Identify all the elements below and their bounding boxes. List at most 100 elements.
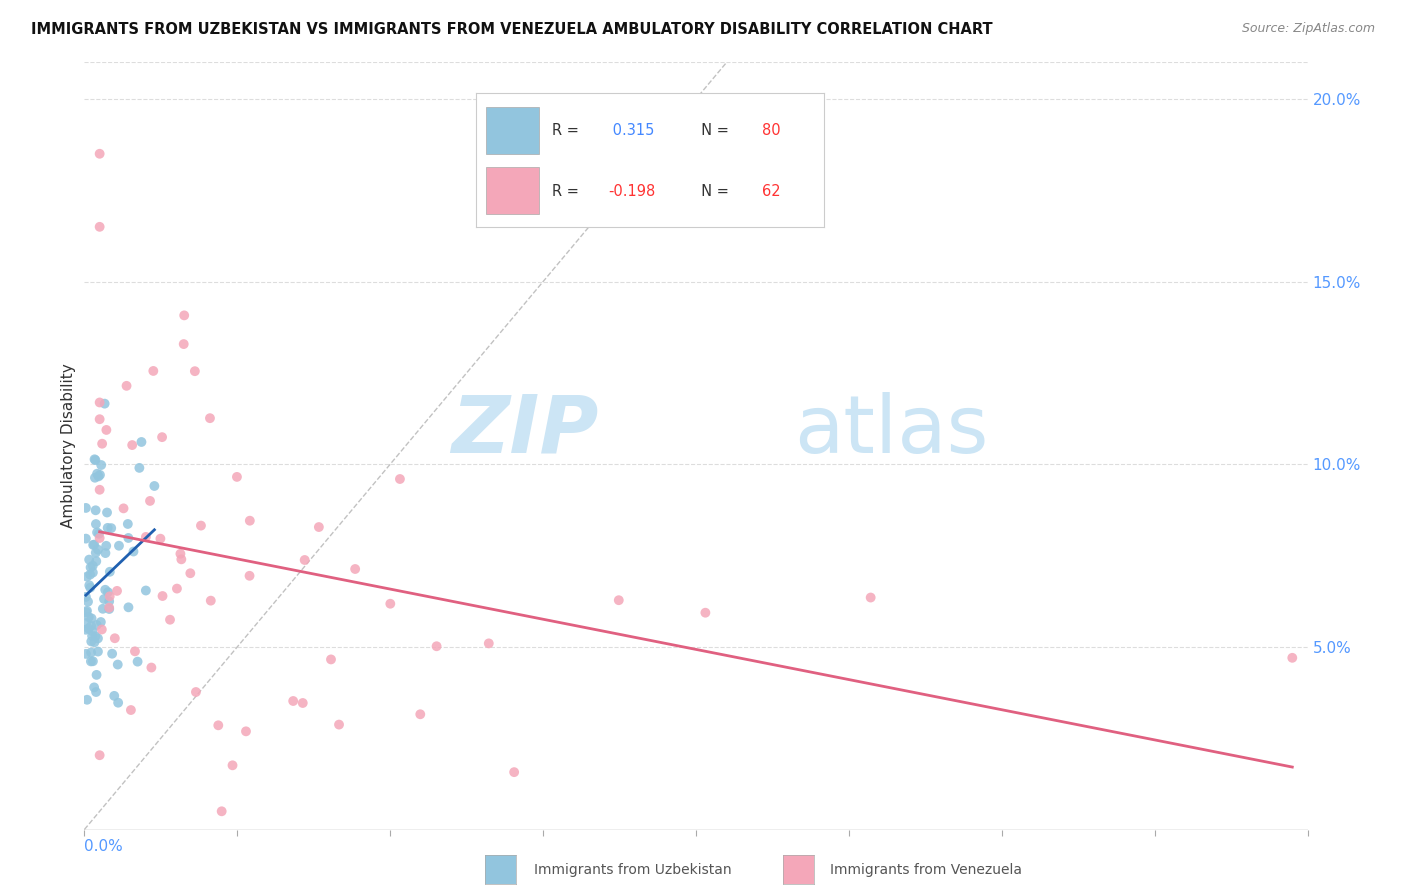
Point: [89, 395, 111, 409]
Point: [169, 547, 191, 561]
Point: [121, 438, 143, 452]
Point: [75, 605, 97, 619]
Point: [97, 585, 120, 599]
Point: [84, 554, 107, 568]
Point: [98, 594, 121, 608]
Point: [96, 539, 118, 553]
Point: [135, 530, 157, 544]
Point: [98, 590, 121, 604]
Point: [104, 632, 127, 646]
Point: [344, 562, 367, 576]
Point: [82, 558, 104, 573]
Point: [139, 494, 162, 508]
Point: [607, 593, 630, 607]
Point: [77, 595, 100, 609]
Point: [84, 517, 107, 532]
Point: [239, 514, 262, 528]
Point: [76, 604, 98, 618]
Text: IMMIGRANTS FROM UZBEKISTAN VS IMMIGRANTS FROM VENEZUELA AMBULATORY DISABILITY CO: IMMIGRANTS FROM UZBEKISTAN VS IMMIGRANTS…: [31, 22, 993, 37]
Point: [380, 597, 402, 611]
Point: [117, 516, 139, 531]
Point: [131, 434, 153, 449]
Point: [173, 309, 195, 323]
Point: [91, 436, 114, 450]
Point: [166, 582, 188, 596]
Point: [503, 765, 526, 780]
Point: [77, 610, 100, 624]
Point: [127, 655, 149, 669]
Point: [207, 718, 229, 732]
Point: [75, 616, 97, 631]
Text: Immigrants from Uzbekistan: Immigrants from Uzbekistan: [534, 863, 733, 877]
Point: [84, 629, 107, 643]
Point: [76, 692, 98, 706]
Point: [75, 500, 97, 515]
Point: [96, 423, 118, 437]
Point: [83, 538, 105, 552]
Point: [80, 619, 103, 633]
Point: [76, 569, 98, 583]
Point: [308, 520, 330, 534]
Point: [75, 532, 97, 546]
Point: [89, 412, 111, 426]
Point: [319, 652, 342, 666]
Point: [159, 613, 181, 627]
Point: [122, 544, 145, 558]
Point: [328, 717, 350, 731]
Point: [87, 632, 110, 646]
Point: [150, 430, 173, 444]
Point: [89, 531, 111, 545]
Point: [80, 611, 103, 625]
Point: [93, 397, 115, 411]
Point: [128, 461, 150, 475]
Point: [142, 364, 165, 378]
Point: [80, 654, 103, 668]
Point: [93, 592, 115, 607]
Point: [101, 647, 124, 661]
Point: [75, 623, 97, 637]
Point: [87, 469, 110, 483]
Point: [98, 602, 121, 616]
Point: [86, 668, 108, 682]
Point: [695, 606, 717, 620]
Point: [80, 634, 103, 648]
Point: [235, 724, 257, 739]
Point: [75, 647, 97, 661]
Point: [141, 660, 163, 674]
Point: [82, 566, 104, 580]
Point: [80, 629, 103, 643]
Point: [291, 696, 314, 710]
Point: [91, 602, 114, 616]
Point: [83, 635, 105, 649]
Point: [83, 681, 105, 695]
Point: [90, 615, 112, 629]
Point: [86, 467, 108, 481]
Point: [115, 379, 138, 393]
Point: [77, 552, 100, 566]
Point: [75, 590, 97, 604]
Point: [478, 636, 501, 650]
Point: [84, 685, 107, 699]
Point: [84, 471, 107, 485]
Point: [84, 453, 107, 467]
Point: [87, 526, 110, 541]
Point: [86, 525, 108, 540]
Point: [211, 805, 233, 819]
Point: [98, 600, 121, 615]
Point: [98, 565, 121, 579]
Text: Source: ZipAtlas.com: Source: ZipAtlas.com: [1241, 22, 1375, 36]
Point: [83, 452, 105, 467]
Text: atlas: atlas: [794, 392, 988, 470]
Point: [135, 583, 157, 598]
Point: [859, 591, 882, 605]
Point: [200, 593, 222, 607]
Point: [107, 657, 129, 672]
Point: [86, 618, 108, 632]
Point: [173, 337, 195, 351]
Point: [1281, 650, 1303, 665]
Point: [409, 707, 432, 722]
Point: [94, 546, 117, 560]
Point: [79, 560, 101, 574]
Point: [388, 472, 411, 486]
Point: [190, 518, 212, 533]
